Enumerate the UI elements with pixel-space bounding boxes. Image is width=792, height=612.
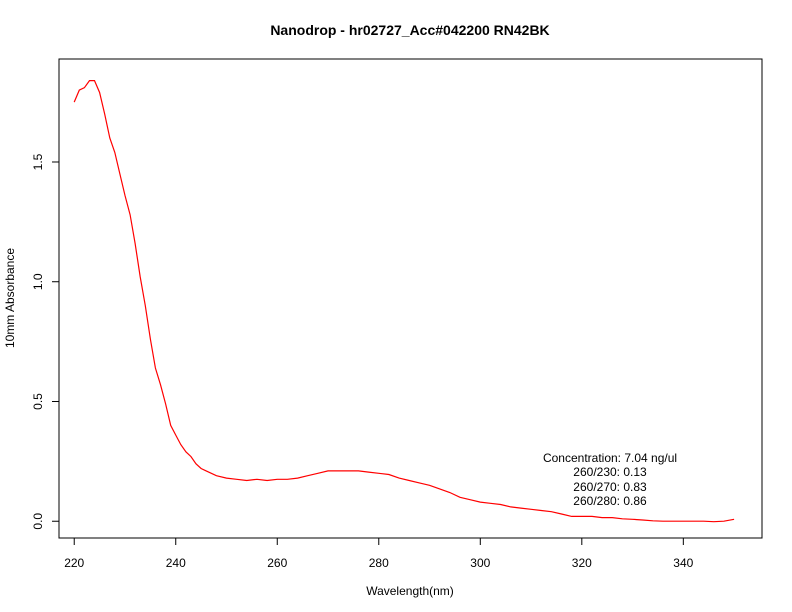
annotation-concentration: Concentration: 7.04 ng/ul — [543, 451, 677, 465]
absorbance-line — [73, 80, 735, 523]
annotation-ratio-260-230: 260/230: 0.13 — [573, 465, 647, 479]
y-axis-label: 10mm Absorbance — [3, 248, 17, 348]
y-axis: 0.0 0.5 1.0 1.5 — [31, 153, 60, 530]
x-tick-label: 340 — [673, 556, 693, 570]
y-tick-label: 0.0 — [31, 513, 45, 530]
annotation-ratio-260-270: 260/270: 0.83 — [573, 480, 647, 494]
annotation-ratio-260-280: 260/280: 0.86 — [573, 494, 647, 508]
chart-title: Nanodrop - hr02727_Acc#042200 RN42BK — [270, 22, 549, 38]
x-tick-label: 220 — [64, 556, 84, 570]
x-tick-label: 280 — [369, 556, 389, 570]
y-tick-label: 0.5 — [31, 393, 45, 410]
plot-frame — [58, 58, 763, 539]
annotation-block: Concentration: 7.04 ng/ul 260/230: 0.13 … — [543, 451, 677, 508]
x-tick-label: 260 — [267, 556, 287, 570]
x-axis: 220 240 260 280 300 320 340 — [64, 537, 694, 570]
y-tick-label: 1.5 — [31, 153, 45, 170]
x-tick-label: 240 — [166, 556, 186, 570]
x-tick-label: 320 — [572, 556, 592, 570]
x-axis-label: Wavelength(nm) — [366, 584, 454, 598]
y-tick-label: 1.0 — [31, 273, 45, 290]
x-tick-label: 300 — [470, 556, 490, 570]
